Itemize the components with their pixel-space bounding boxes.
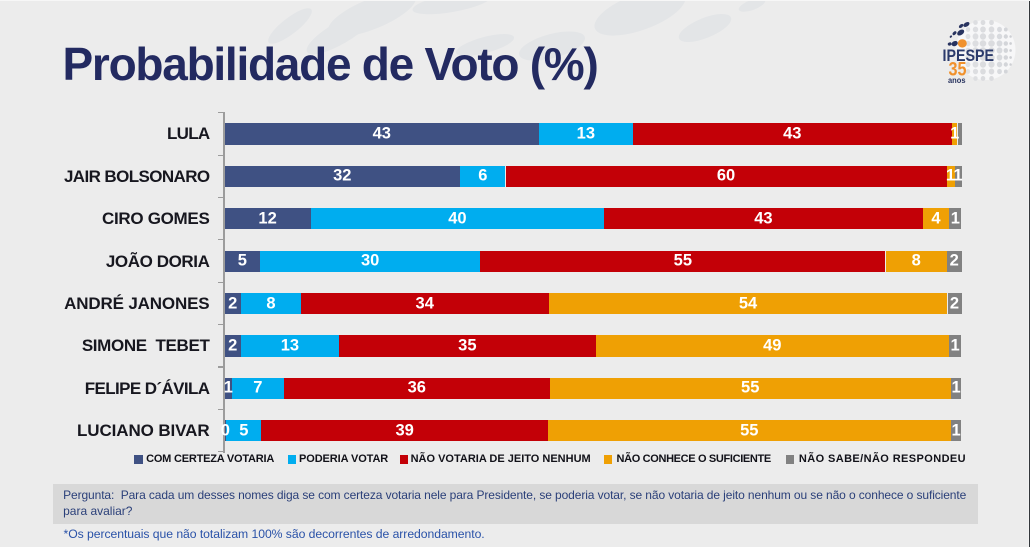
svg-text:IPESPE: IPESPE	[943, 46, 995, 65]
svg-text:anos: anos	[948, 75, 966, 85]
svg-text:35: 35	[949, 59, 967, 80]
